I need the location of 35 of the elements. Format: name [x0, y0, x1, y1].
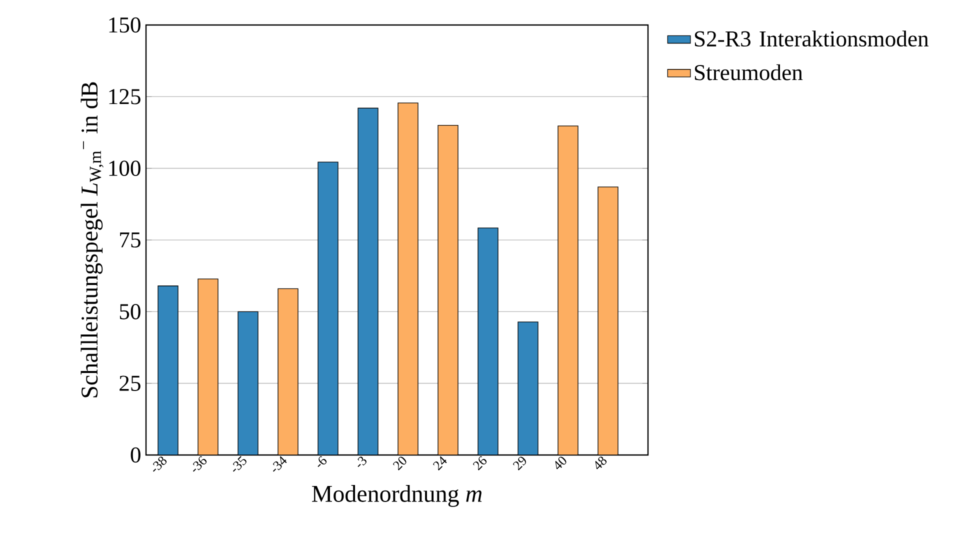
- y-tick-label: 125: [109, 89, 140, 104]
- bar: [278, 288, 298, 455]
- x-tick-label: -6: [318, 456, 327, 468]
- legend-label: S2-R3 Interaktionsmoden: [694, 30, 929, 47]
- bar: [398, 102, 418, 455]
- y-tick-label: 100: [109, 160, 140, 176]
- y-axis-title: Schallleistungspegel L$_{W,m}$$^{−}$ in dB: [80, 82, 104, 398]
- bar: [478, 228, 498, 455]
- y-tick-label: 150: [109, 17, 140, 33]
- bar: [198, 278, 218, 455]
- x-tick-label: 26: [472, 456, 487, 470]
- y-tick-label: 75: [120, 232, 140, 248]
- legend-label: Streumoden: [694, 64, 803, 80]
- x-tick-label: -34: [272, 456, 287, 472]
- y-tick-label: 50: [120, 304, 140, 320]
- x-tick-label: -38: [152, 456, 167, 472]
- x-tick-label: -36: [192, 456, 207, 472]
- bar: [518, 322, 538, 455]
- bar: [318, 162, 338, 455]
- x-tick-label: 48: [595, 456, 607, 470]
- y-tick-label: 25: [120, 376, 140, 391]
- x-tick-label: -3: [358, 456, 366, 468]
- x-tick-label: 29: [512, 456, 526, 470]
- bar: [438, 124, 458, 455]
- x-axis-title: Modenordnung m: [312, 485, 482, 507]
- x-tick-label: -35: [232, 456, 246, 472]
- x-tick-label: 20: [392, 456, 406, 470]
- bar: [598, 186, 618, 455]
- bar: [358, 108, 378, 455]
- x-tick-label: 40: [555, 456, 566, 470]
- y-tick-label: 0: [130, 447, 140, 463]
- bar: [158, 286, 178, 455]
- x-tick-label: 24: [432, 456, 447, 470]
- bar: [238, 311, 258, 455]
- bar: [558, 126, 578, 455]
